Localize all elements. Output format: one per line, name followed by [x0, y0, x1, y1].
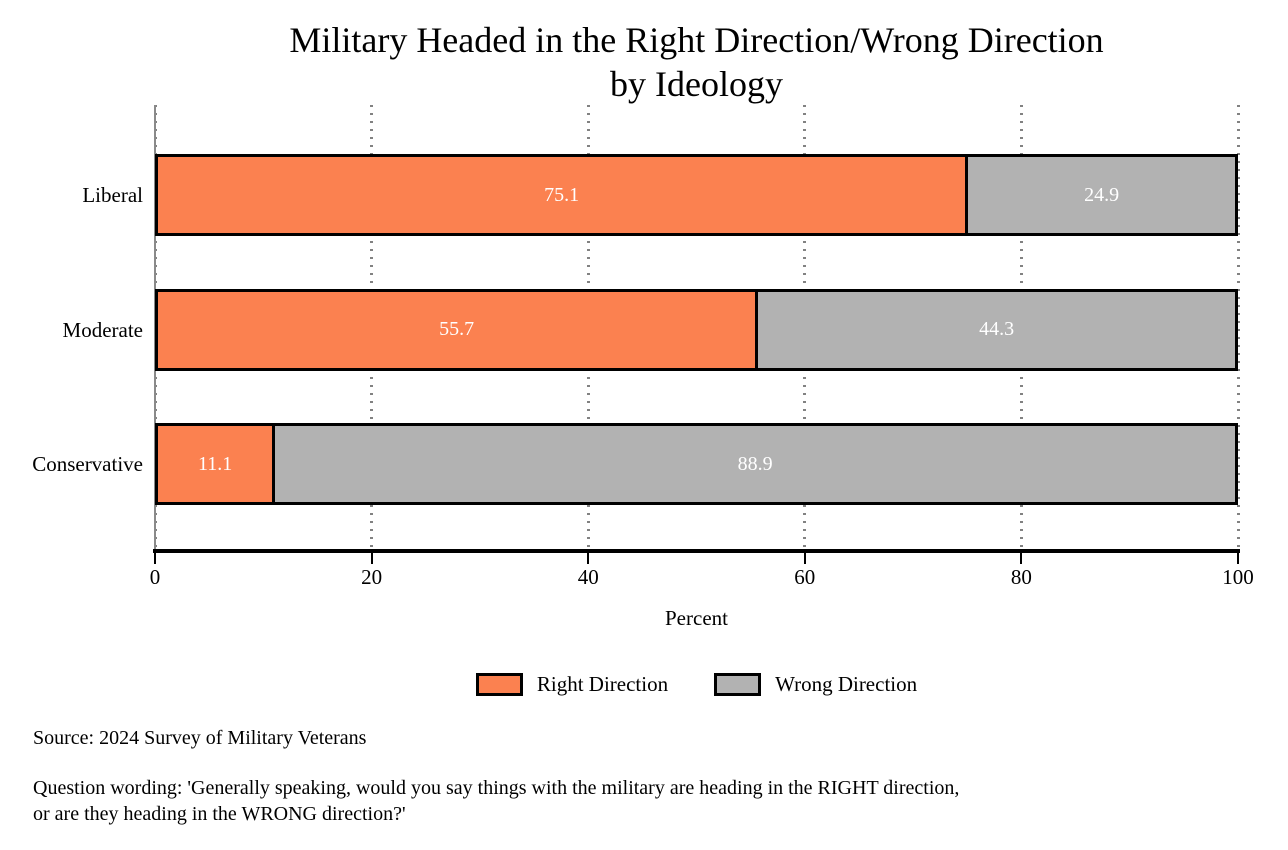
- bar-segment-wrong-direction: 88.9: [275, 426, 1235, 502]
- value-label: 88.9: [737, 452, 773, 475]
- source-note: Source: 2024 Survey of Military Veterans: [33, 727, 367, 749]
- x-tick-0: [154, 553, 156, 564]
- gridline-100: [1236, 105, 1240, 551]
- y-axis-label-conservative: Conservative: [32, 452, 143, 476]
- legend-entry-right-direction: Right Direction: [475, 672, 669, 697]
- bar-segment-wrong-direction: 24.9: [968, 157, 1235, 233]
- x-tick-40: [587, 553, 590, 564]
- x-tick-label-60: 60: [794, 565, 816, 589]
- legend-label: Right Direction: [536, 672, 669, 696]
- plot-area: Liberal 75.1 24.9 Moderate 55.7 44.3 Conservat…: [32, 105, 1254, 630]
- x-tick-20: [370, 553, 373, 564]
- x-tick-label-40: 40: [577, 565, 599, 589]
- x-axis-title: Percent: [665, 606, 728, 630]
- legend-entry-wrong-direction: Wrong Direction: [714, 672, 917, 697]
- legend-swatch-wrong-direction: [714, 673, 762, 696]
- bar-segment-wrong-direction: 44.3: [758, 291, 1235, 368]
- y-axis-label-moderate: Moderate: [62, 317, 143, 342]
- x-tick-label-80: 80: [1010, 565, 1032, 589]
- bar-row-liberal: 75.1 24.9: [155, 154, 1238, 236]
- value-label: 11.1: [197, 452, 233, 475]
- x-tick-60: [803, 553, 806, 564]
- value-label: 75.1: [544, 183, 580, 206]
- x-tick-100: [1237, 553, 1239, 564]
- value-label: 24.9: [1084, 183, 1120, 206]
- value-label: 44.3: [979, 318, 1015, 340]
- bar-segment-right-direction: 55.7: [158, 291, 759, 368]
- legend-swatch-right-direction: [475, 673, 523, 696]
- y-axis-label-liberal: Liberal: [82, 183, 143, 207]
- x-tick-80: [1020, 553, 1023, 564]
- x-tick-label-20: 20: [361, 565, 383, 589]
- question-wording-note: Question wording: 'Generally speaking, w…: [33, 777, 960, 825]
- value-label: 55.7: [439, 318, 475, 340]
- x-tick-label-100: 100: [1222, 565, 1254, 589]
- bar-segment-right-direction: 75.1: [158, 157, 969, 233]
- chart-title: Military Headed in the Right Direction/W…: [289, 20, 1104, 104]
- bar-row-conservative: 11.1 88.9: [155, 423, 1238, 505]
- bar-row-moderate: 55.7 44.3: [155, 288, 1238, 371]
- x-axis-line: [153, 549, 1240, 553]
- x-tick-label-0: 0: [149, 565, 161, 589]
- bar-segment-right-direction: 11.1: [158, 426, 276, 502]
- legend: Right Direction Wrong Direction: [155, 672, 1238, 697]
- legend-label: Wrong Direction: [775, 672, 918, 696]
